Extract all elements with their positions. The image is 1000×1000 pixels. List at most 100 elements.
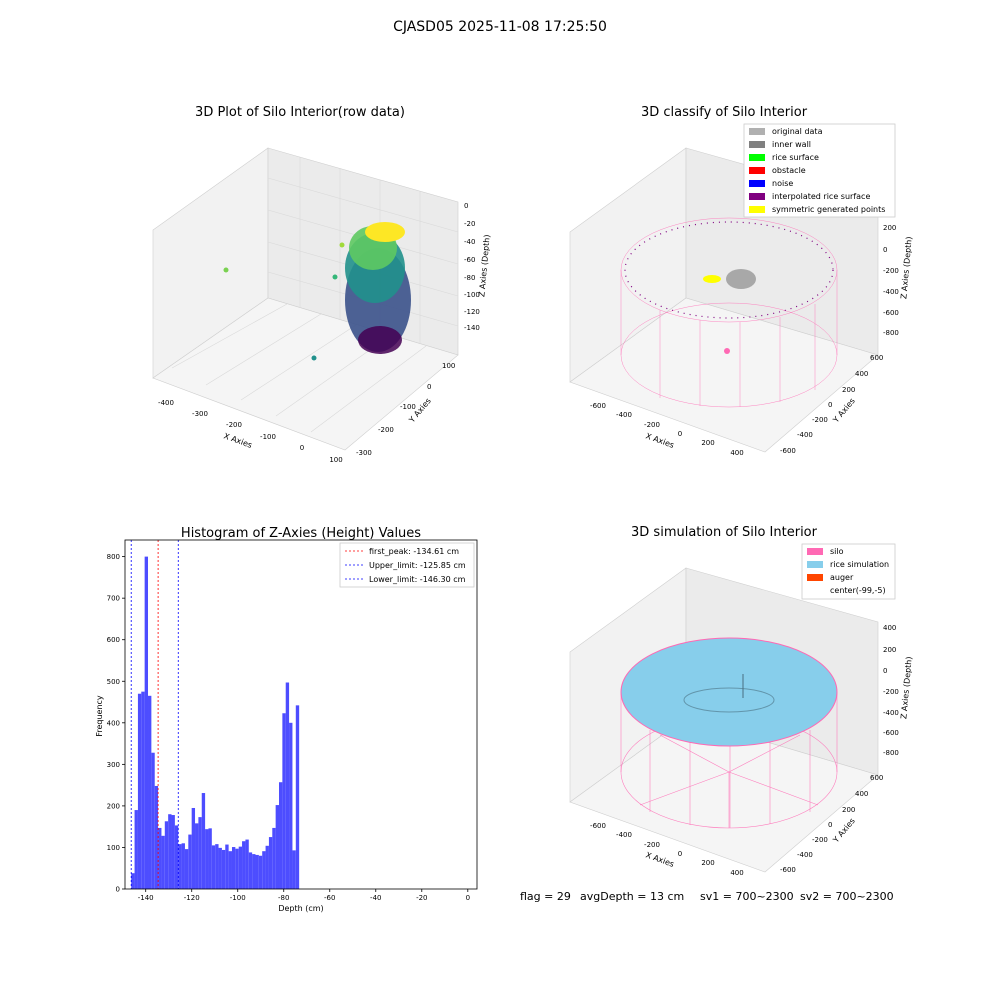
histogram-bar	[275, 805, 280, 889]
legend-label: symmetric generated points	[772, 205, 885, 214]
tick-label: -60	[464, 256, 475, 264]
histogram-bar	[195, 823, 199, 889]
histogram-bar	[205, 829, 209, 889]
tick-label: -100	[400, 403, 416, 411]
histogram-bar	[191, 807, 196, 889]
legend-swatch	[807, 561, 823, 568]
legend-label: noise	[772, 179, 793, 188]
x-axis-label: X Axies	[644, 850, 675, 869]
histogram-bar	[245, 839, 249, 889]
figure-title: CJASD05 2025-11-08 17:25:50	[393, 19, 607, 35]
sv1-readout: sv1 = 700~2300	[700, 890, 794, 903]
tick-label: 600	[107, 636, 120, 644]
histogram-bars	[131, 556, 300, 889]
panel-raw-data-3d: 3D Plot of Silo Interior(row data)	[152, 105, 492, 464]
histogram-bar	[168, 814, 172, 889]
histogram-bar	[248, 852, 253, 889]
legend-swatch	[807, 548, 823, 555]
histogram-bar	[154, 785, 159, 889]
tick-label: -600	[883, 729, 899, 737]
tick-label: -200	[226, 421, 242, 429]
tick-label: 800	[107, 553, 120, 561]
tick-label: 0	[427, 383, 431, 391]
z-axis-label: Z Axies (Depth)	[899, 236, 913, 299]
histogram-bar	[215, 844, 219, 889]
tick-label: 600	[870, 354, 883, 362]
tick-label: 400	[730, 449, 743, 457]
tick-label: 200	[107, 802, 120, 810]
histogram-bar	[158, 827, 162, 889]
tick-label: 200	[701, 439, 714, 447]
histogram-bar	[134, 810, 138, 889]
tick-label: -600	[590, 402, 606, 410]
tick-label: -600	[590, 822, 606, 830]
tick-label: -400	[158, 399, 174, 407]
histogram-bar	[137, 693, 142, 889]
histogram-bar	[198, 817, 202, 889]
center-marker	[724, 348, 730, 354]
x-axis-ticks: -600 -400 -200 0 200 400	[590, 402, 744, 457]
histogram-bar	[144, 556, 149, 889]
histogram-bar	[265, 845, 269, 889]
histogram-bar	[211, 845, 216, 889]
legend-label: first_peak: -134.61 cm	[369, 547, 459, 556]
tick-label: -300	[192, 410, 208, 418]
histogram-bar	[252, 854, 256, 889]
tick-label: 500	[107, 678, 120, 686]
legend: silo rice simulation auger center(-99,-5…	[801, 543, 896, 600]
tick-label: 0	[828, 821, 832, 829]
tick-label: -200	[644, 841, 660, 849]
legend-swatch	[749, 154, 765, 161]
tick-label: 400	[107, 719, 120, 727]
flag-readout: flag = 29	[520, 890, 571, 903]
tick-label: -400	[797, 431, 813, 439]
legend-swatch	[749, 206, 765, 213]
symmetric-points	[703, 275, 721, 283]
y-axis-ticks: 0 100 200 300 400 500 600 700 800	[107, 553, 125, 894]
tick-label: -600	[780, 866, 796, 874]
histogram-bar	[148, 695, 152, 889]
x-axis-label: Depth (cm)	[278, 904, 323, 913]
histogram-bar	[201, 793, 206, 889]
histogram-bar	[174, 825, 179, 889]
histogram-bar	[141, 691, 145, 889]
histogram-bar	[131, 873, 135, 889]
tick-label: -800	[883, 749, 899, 757]
legend-label: center(-99,-5)	[830, 586, 886, 595]
histogram-bar	[171, 815, 175, 889]
tick-label: -200	[883, 267, 899, 275]
histogram-bar	[225, 844, 229, 889]
tick-label: 0	[678, 430, 682, 438]
tick-label: -80	[464, 274, 475, 282]
tick-label: -300	[356, 449, 372, 457]
legend: first_peak: -134.61 cm Upper_limit: -125…	[339, 542, 475, 588]
tick-label: 400	[883, 624, 896, 632]
rice-surface-depression	[683, 687, 775, 713]
tick-label: -20	[416, 894, 427, 902]
tick-label: -800	[883, 329, 899, 337]
tick-label: -60	[324, 894, 335, 902]
histogram-bar	[208, 828, 212, 889]
legend: original data inner wall rice surface ob…	[743, 123, 896, 218]
tick-label: -100	[260, 433, 276, 441]
panel-histogram: Histogram of Z-Axies (Height) Values -14…	[95, 526, 478, 913]
plot-area-frame	[124, 539, 478, 890]
z-axis-ticks: 200 0 -200 -400 -600 -800	[883, 224, 899, 337]
tick-label: 100	[107, 844, 120, 852]
tick-label: 200	[883, 646, 896, 654]
x-axis-label: X Axies	[222, 431, 253, 450]
tick-label: 0	[300, 444, 304, 452]
tick-label: -200	[883, 688, 899, 696]
y-axis-label: Frequency	[95, 695, 104, 737]
histogram-bar	[292, 850, 296, 889]
histogram-bar	[258, 855, 263, 889]
histogram-bar	[228, 851, 232, 889]
tick-label: -400	[883, 709, 899, 717]
histogram-bar	[151, 752, 155, 889]
legend-label: auger	[830, 573, 854, 582]
sv2-readout: sv2 = 700~2300	[800, 890, 894, 903]
legend-label: Upper_limit: -125.85 cm	[369, 561, 466, 570]
tick-label: 0	[828, 401, 832, 409]
tick-label: 0	[116, 886, 120, 894]
